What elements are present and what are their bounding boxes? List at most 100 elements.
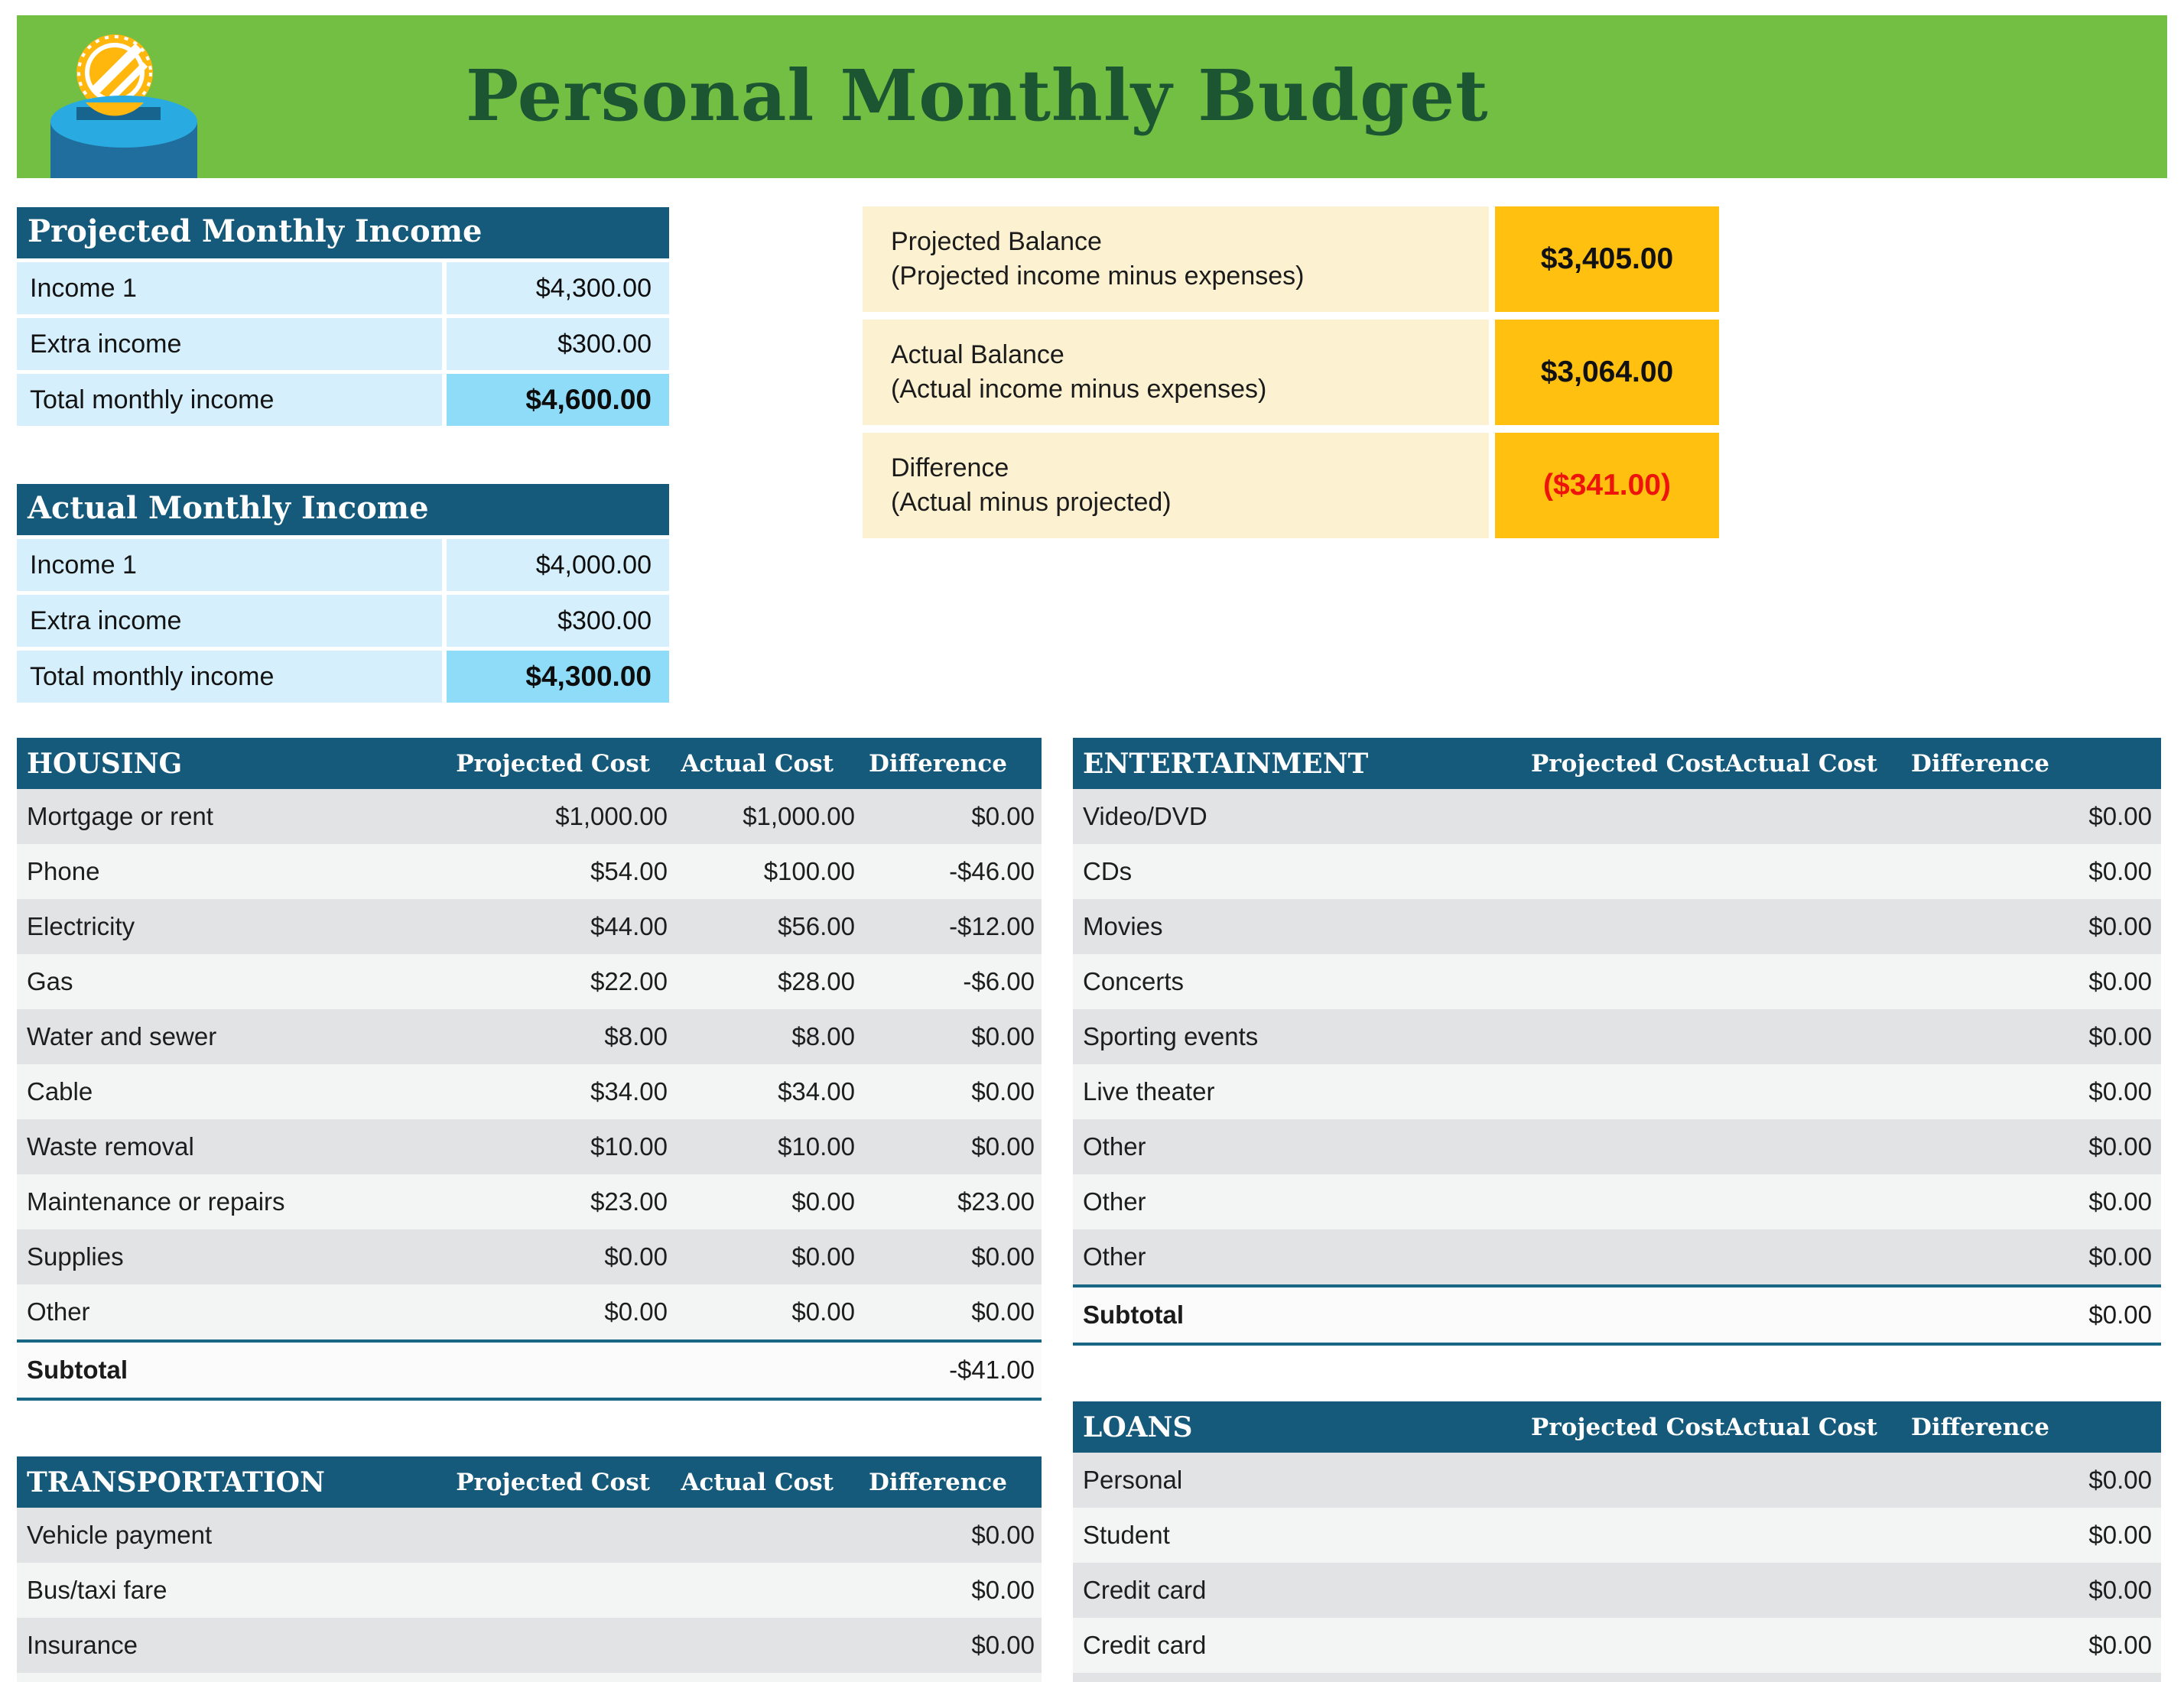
projected-income-header: Projected Monthly Income xyxy=(17,207,669,258)
loans-rows: Personal $0.00 Student $0.00 Credit card $0… xyxy=(1073,1453,2161,1682)
table-row: Concerts $0.00 xyxy=(1073,954,2161,1009)
balance-label: Difference (Actual minus projected) xyxy=(863,433,1489,538)
column-header-actual-cost: Actual Cost xyxy=(1724,1413,1877,1441)
projected-cost-cell[interactable]: $1,000.00 xyxy=(555,802,668,830)
income-label: Total monthly income xyxy=(17,374,442,426)
actual-cost-cell[interactable]: $10.00 xyxy=(778,1132,855,1161)
table-row: Income 1 $4,000.00 xyxy=(17,539,669,591)
money-jar-icon xyxy=(50,34,197,178)
difference-cell: $0.00 xyxy=(971,802,1035,830)
table-row: Mortgage or rent $1,000.00 $1,000.00 $0.00 xyxy=(17,789,1042,844)
expense-label: Maintenance or repairs xyxy=(27,1187,285,1216)
subtotal-difference: -$41.00 xyxy=(949,1356,1035,1384)
expense-label: Concerts xyxy=(1083,967,1185,995)
actual-cost-cell[interactable]: $100.00 xyxy=(763,857,855,885)
income-label: Income 1 xyxy=(17,262,442,314)
actual-income-table: Actual Monthly Income Income 1 $4,000.00… xyxy=(17,484,669,703)
projected-cost-cell[interactable]: $34.00 xyxy=(590,1077,668,1106)
balance-label-main: Actual Balance xyxy=(891,340,1064,369)
column-header-projected-cost: Projected Cost xyxy=(456,749,650,778)
actual-cost-cell[interactable]: $8.00 xyxy=(791,1022,855,1050)
table-row: Vehicle payment $0.00 xyxy=(17,1508,1042,1563)
column-header-difference: Difference xyxy=(868,1468,1007,1496)
expense-label: Other xyxy=(1083,1187,1146,1216)
income-value-cell[interactable]: $300.00 xyxy=(447,318,669,370)
table-row: Water and sewer $8.00 $8.00 $0.00 xyxy=(17,1009,1042,1064)
projected-income-table: Projected Monthly Income Income 1 $4,300… xyxy=(17,207,669,426)
loans-table: LOANS Projected Cost Actual Cost Differe… xyxy=(1073,1401,2161,1682)
income-value-cell[interactable]: $300.00 xyxy=(447,595,669,647)
column-header-difference: Difference xyxy=(1910,749,2049,778)
entertainment-title: ENTERTAINMENT xyxy=(1083,747,1369,780)
expense-label: Other xyxy=(1083,1242,1146,1271)
table-row: Bus/taxi fare $0.00 xyxy=(17,1563,1042,1618)
actual-cost-cell[interactable]: $28.00 xyxy=(778,967,855,995)
income-label: Total monthly income xyxy=(17,651,442,703)
projected-cost-cell[interactable]: $23.00 xyxy=(590,1187,668,1216)
projected-cost-cell[interactable]: $8.00 xyxy=(604,1022,668,1050)
table-row: Extra income $300.00 xyxy=(17,318,669,370)
difference-cell: $0.00 xyxy=(2088,1576,2152,1604)
expense-label: Credit card xyxy=(1083,1576,1207,1604)
housing-table-header: HOUSING Projected Cost Actual Cost Diffe… xyxy=(17,738,1042,789)
expense-label: Bus/taxi fare xyxy=(27,1576,167,1604)
table-row: Waste removal $10.00 $10.00 $0.00 xyxy=(17,1119,1042,1174)
income-value-cell[interactable]: $4,300.00 xyxy=(447,262,669,314)
subtotal-label: Subtotal xyxy=(27,1356,128,1384)
actual-cost-cell[interactable]: $0.00 xyxy=(791,1242,855,1271)
table-row: Other $0.00 $0.00 $0.00 xyxy=(17,1284,1042,1339)
table-row: Credit card $0.00 xyxy=(1073,1563,2161,1618)
expense-label: Other xyxy=(27,1297,90,1326)
expense-label: Electricity xyxy=(27,912,135,940)
actual-cost-cell[interactable]: $34.00 xyxy=(778,1077,855,1106)
income-total-cell: $4,300.00 xyxy=(447,651,669,703)
table-row: Supplies $0.00 $0.00 $0.00 xyxy=(17,1229,1042,1284)
transportation-rows: Vehicle payment $0.00 Bus/taxi fare $0.00 … xyxy=(17,1508,1042,1682)
balance-label-main: Difference xyxy=(891,453,1009,482)
projected-cost-cell[interactable]: $44.00 xyxy=(590,912,668,940)
transportation-table-header: TRANSPORTATION Projected Cost Actual Cos… xyxy=(17,1456,1042,1508)
column-header-actual-cost: Actual Cost xyxy=(1724,749,1877,778)
projected-cost-cell[interactable]: $22.00 xyxy=(590,967,668,995)
table-row: Cable $34.00 $34.00 $0.00 xyxy=(17,1064,1042,1119)
expense-label: Personal xyxy=(1083,1466,1183,1494)
column-header-difference: Difference xyxy=(868,749,1007,778)
difference-cell: $0.00 xyxy=(2088,1521,2152,1549)
difference-cell: $23.00 xyxy=(957,1187,1035,1216)
actual-cost-cell[interactable]: $56.00 xyxy=(778,912,855,940)
difference-cell: $0.00 xyxy=(2088,1466,2152,1494)
balance-label-main: Projected Balance xyxy=(891,227,1102,256)
balance-label-sub: (Projected income minus expenses) xyxy=(891,261,1305,291)
income-label: Income 1 xyxy=(17,539,442,591)
subtotal-label: Subtotal xyxy=(1083,1300,1184,1329)
expense-label: Other xyxy=(1083,1132,1146,1161)
projected-cost-cell[interactable]: $54.00 xyxy=(590,857,668,885)
difference-cell: $0.00 xyxy=(971,1631,1035,1659)
projected-cost-cell[interactable]: $10.00 xyxy=(590,1132,668,1161)
balance-label-sub: (Actual minus projected) xyxy=(891,488,1172,517)
difference-cell: $0.00 xyxy=(2088,1022,2152,1050)
difference-cell: $0.00 xyxy=(2088,1187,2152,1216)
income-label: Extra income xyxy=(17,318,442,370)
entertainment-rows: Video/DVD $0.00 CDs $0.00 Movies $0.00 Conc… xyxy=(1073,789,2161,1284)
actual-balance-row: Actual Balance (Actual income minus expe… xyxy=(863,320,1719,425)
difference-cell: -$6.00 xyxy=(963,967,1035,995)
difference-cell: $0.00 xyxy=(2088,912,2152,940)
housing-subtotal-row: Subtotal -$41.00 xyxy=(17,1339,1042,1401)
difference-row: Difference (Actual minus projected) ($34… xyxy=(863,433,1719,538)
loans-table-header: LOANS Projected Cost Actual Cost Differe… xyxy=(1073,1401,2161,1453)
difference-cell: $0.00 xyxy=(971,1242,1035,1271)
actual-cost-cell[interactable]: $0.00 xyxy=(791,1297,855,1326)
actual-cost-cell[interactable]: $1,000.00 xyxy=(743,802,855,830)
projected-cost-cell[interactable]: $0.00 xyxy=(604,1297,668,1326)
table-row-clipped xyxy=(1073,1673,2161,1682)
actual-cost-cell[interactable]: $0.00 xyxy=(791,1187,855,1216)
projected-cost-cell[interactable]: $0.00 xyxy=(604,1242,668,1271)
income-value-cell[interactable]: $4,000.00 xyxy=(447,539,669,591)
page-title: Personal Monthly Budget xyxy=(466,54,1489,137)
difference-cell: $0.00 xyxy=(2088,857,2152,885)
balance-label: Projected Balance (Projected income minu… xyxy=(863,206,1489,312)
expense-label: Movies xyxy=(1083,912,1163,940)
difference-cell: -$12.00 xyxy=(949,912,1035,940)
